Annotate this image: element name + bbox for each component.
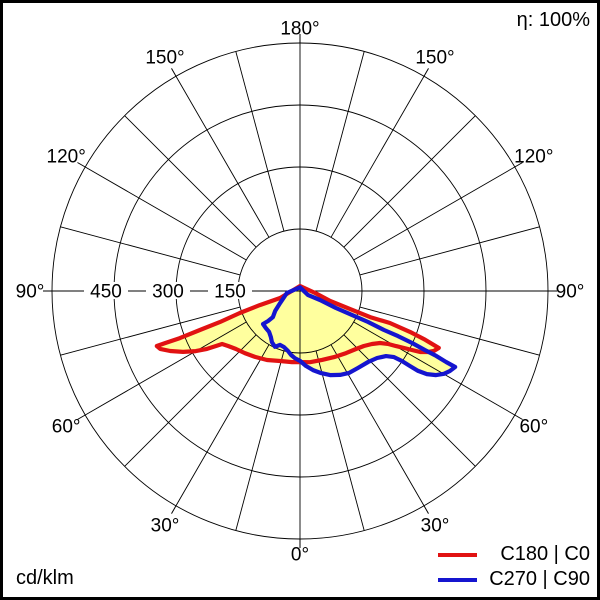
polar-chart: 150 300 450 0° 30° 30° 60° 60° 90° 90° 120° 120° 150…: [16, 19, 585, 566]
grid-spoke-300: [85, 321, 247, 416]
grid-spoke-240: [85, 166, 247, 261]
unit-label: cd/klm: [16, 567, 74, 589]
grid-spoke-135: [343, 115, 476, 248]
efficiency-label: η: 100%: [516, 9, 590, 31]
angle-label-120: 120°: [514, 147, 553, 168]
grid-spoke-45: [343, 334, 476, 467]
angle-label-150-left: 150°: [145, 48, 184, 69]
ring-label-450: 450: [90, 282, 122, 303]
ring-label-150: 150: [214, 282, 246, 303]
angle-tick-60: [514, 414, 523, 420]
angle-label-180: 180°: [280, 19, 319, 40]
grid-spoke-150: [330, 76, 425, 238]
angle-tick-210: [171, 68, 177, 77]
angle-label-60-left: 60°: [52, 417, 81, 438]
angle-tick-30: [423, 505, 429, 514]
ring-label-300: 300: [152, 282, 184, 303]
legend: C180 | C0 C270 | C90: [438, 543, 590, 591]
grid-spoke-210: [175, 76, 270, 238]
legend-swatch-blue: [438, 578, 477, 582]
angle-tick-300: [77, 414, 86, 420]
ring-label-bg-450: [84, 282, 128, 299]
grid-spoke-105: [359, 226, 540, 276]
grid-spoke-315: [124, 334, 257, 467]
grid-spoke-15: [315, 350, 365, 531]
angle-tick-150: [423, 68, 429, 77]
legend-swatch-red: [438, 553, 477, 557]
grid-spoke-165: [315, 51, 365, 232]
grid-spoke-75: [359, 306, 540, 356]
curve-c180-c0: [154, 283, 441, 365]
grid-spoke-285: [60, 306, 241, 356]
legend-item-c270-c90: C270 | C90: [438, 568, 590, 591]
legend-item-c180-c0: C180 | C0: [438, 543, 590, 566]
grid-spoke-195: [235, 51, 285, 232]
angle-label-60: 60°: [519, 417, 548, 438]
grid-spoke-330: [175, 344, 270, 506]
grid-spoke-60: [353, 321, 515, 416]
angle-label-30-left: 30°: [151, 515, 180, 536]
angle-label-150: 150°: [415, 48, 454, 69]
legend-label-c270-c90: C270 | C90: [489, 568, 590, 590]
angle-label-120-left: 120°: [47, 147, 86, 168]
grid-spoke-345: [235, 350, 285, 531]
angle-label-90: 90°: [556, 282, 585, 303]
angle-label-30: 30°: [421, 515, 450, 536]
grid-spoke-225: [124, 115, 257, 248]
angle-label-0: 0°: [291, 545, 309, 566]
angle-tick-120: [514, 162, 523, 168]
grid-spoke-120: [353, 166, 515, 261]
angle-label-90-left: 90°: [16, 282, 45, 303]
grid-spoke-255: [60, 226, 241, 276]
angle-tick-240: [77, 162, 86, 168]
legend-label-c180-c0: C180 | C0: [500, 543, 590, 565]
angle-tick-330: [171, 505, 177, 514]
curve-c270-c90: [260, 285, 458, 378]
ring-label-bg-300: [146, 282, 190, 299]
ring-label-bg-150: [208, 282, 252, 299]
